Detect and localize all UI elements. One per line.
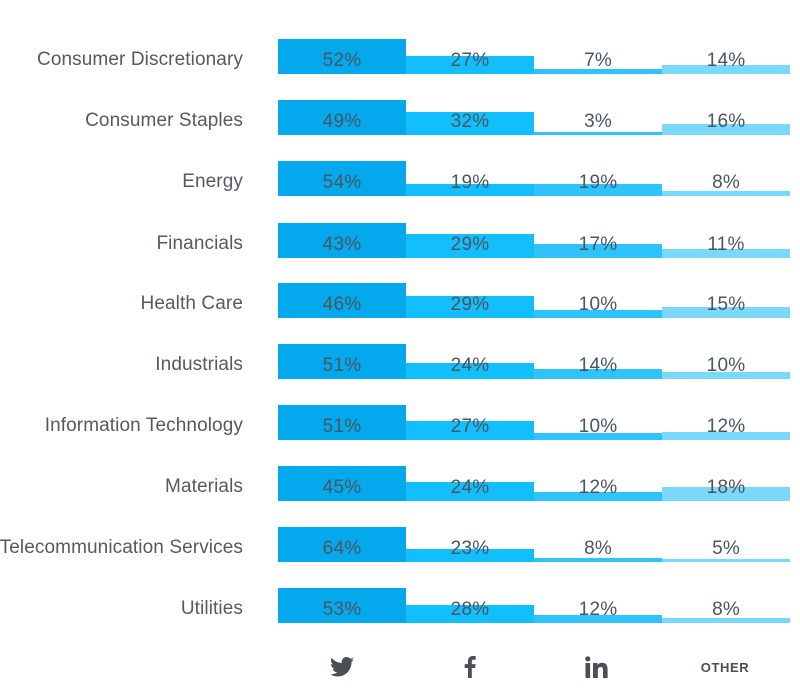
value-label-twitter-industrials: 51% <box>322 355 362 376</box>
value-label-twitter-financials: 43% <box>322 234 362 255</box>
value-label-other-health-care: 15% <box>706 294 746 315</box>
bar-other-information-technology <box>662 432 790 440</box>
bar-linkedin-utilities <box>534 615 662 623</box>
category-label-financials: Financials <box>156 233 243 254</box>
value-label-twitter-consumer-discretionary: 52% <box>322 50 362 71</box>
value-label-other-energy: 8% <box>712 172 740 193</box>
value-label-other-utilities: 8% <box>712 599 740 620</box>
category-label-industrials: Industrials <box>155 354 243 375</box>
value-label-facebook-materials: 24% <box>450 477 490 498</box>
bar-other-utilities <box>662 618 790 623</box>
bar-facebook-consumer-staples <box>406 112 534 135</box>
bar-linkedin-information-technology <box>534 433 662 440</box>
bar-twitter-consumer-staples <box>278 100 406 135</box>
bar-facebook-information-technology <box>406 421 534 440</box>
bar-other-telecommunication-services <box>662 559 790 562</box>
bar-other-materials <box>662 487 790 501</box>
value-label-facebook-telecommunication-services: 23% <box>450 538 490 559</box>
bar-other-consumer-staples <box>662 124 790 135</box>
facebook-icon <box>464 656 476 678</box>
bar-other-consumer-discretionary <box>662 65 790 74</box>
value-label-linkedin-utilities: 12% <box>578 599 618 620</box>
bar-facebook-health-care <box>406 296 534 318</box>
value-label-twitter-consumer-staples: 49% <box>322 111 362 132</box>
category-label-consumer-staples: Consumer Staples <box>85 110 243 131</box>
bar-facebook-materials <box>406 482 534 501</box>
twitter-icon <box>330 657 354 677</box>
bar-linkedin-materials <box>534 492 662 501</box>
bar-facebook-telecommunication-services <box>406 549 534 562</box>
value-label-linkedin-information-technology: 10% <box>578 416 618 437</box>
value-label-facebook-industrials: 24% <box>450 355 490 376</box>
value-label-other-materials: 18% <box>706 477 746 498</box>
value-label-facebook-utilities: 28% <box>450 599 490 620</box>
value-label-facebook-consumer-staples: 32% <box>450 111 490 132</box>
bar-twitter-consumer-discretionary <box>278 39 406 74</box>
bar-facebook-consumer-discretionary <box>406 56 534 74</box>
value-label-other-industrials: 10% <box>706 355 746 376</box>
category-label-information-technology: Information Technology <box>44 415 243 436</box>
value-label-linkedin-consumer-staples: 3% <box>584 111 612 132</box>
value-label-facebook-information-technology: 27% <box>450 416 490 437</box>
category-label-health-care: Health Care <box>140 293 243 314</box>
facebook-column-header <box>406 652 534 682</box>
value-label-twitter-energy: 54% <box>322 172 362 193</box>
bar-linkedin-telecommunication-services <box>534 558 662 562</box>
bar-twitter-information-technology <box>278 405 406 440</box>
value-label-other-financials: 11% <box>707 234 745 255</box>
linkedin-icon <box>585 656 608 678</box>
bar-other-health-care <box>662 307 790 318</box>
other-column-header: OTHER <box>661 652 789 682</box>
bar-facebook-utilities <box>406 605 534 623</box>
bar-twitter-industrials <box>278 344 406 379</box>
linkedin-column-header <box>533 652 661 682</box>
bar-twitter-telecommunication-services <box>278 527 406 562</box>
bar-linkedin-industrials <box>534 369 662 379</box>
category-label-materials: Materials <box>165 476 243 497</box>
bar-twitter-utilities <box>278 588 406 623</box>
value-label-facebook-consumer-discretionary: 27% <box>450 50 490 71</box>
bar-other-financials <box>662 249 790 258</box>
value-label-twitter-utilities: 53% <box>322 599 362 620</box>
value-label-facebook-financials: 29% <box>450 234 490 255</box>
twitter-column-header <box>278 652 406 682</box>
value-label-linkedin-energy: 19% <box>578 172 618 193</box>
value-label-linkedin-consumer-discretionary: 7% <box>584 50 612 71</box>
bar-linkedin-energy <box>534 184 662 196</box>
other-label: OTHER <box>700 659 750 675</box>
value-label-facebook-energy: 19% <box>450 172 490 193</box>
value-label-twitter-telecommunication-services: 64% <box>322 538 362 559</box>
value-label-linkedin-industrials: 14% <box>578 355 618 376</box>
value-label-linkedin-health-care: 10% <box>578 294 618 315</box>
value-label-other-telecommunication-services: 5% <box>712 538 740 559</box>
value-label-twitter-health-care: 46% <box>322 294 362 315</box>
value-label-other-consumer-discretionary: 14% <box>706 50 746 71</box>
value-label-twitter-materials: 45% <box>322 477 362 498</box>
value-label-facebook-health-care: 29% <box>450 294 490 315</box>
value-label-other-consumer-staples: 16% <box>706 111 746 132</box>
category-label-telecommunication-services: Telecommunication Services <box>0 537 243 558</box>
bar-other-energy <box>662 191 790 196</box>
category-label-consumer-discretionary: Consumer Discretionary <box>37 49 243 70</box>
bar-facebook-energy <box>406 184 534 196</box>
bar-linkedin-consumer-staples <box>534 132 662 135</box>
bar-twitter-materials <box>278 466 406 501</box>
bar-twitter-health-care <box>278 283 406 318</box>
value-label-other-information-technology: 12% <box>706 416 746 437</box>
value-label-linkedin-materials: 12% <box>578 477 618 498</box>
category-label-utilities: Utilities <box>180 598 243 619</box>
bar-linkedin-health-care <box>534 310 662 318</box>
bar-facebook-financials <box>406 234 534 258</box>
bar-twitter-financials <box>278 223 406 258</box>
value-label-linkedin-telecommunication-services: 8% <box>584 538 612 559</box>
bar-linkedin-financials <box>534 244 662 258</box>
category-label-energy: Energy <box>182 171 243 192</box>
bar-facebook-industrials <box>406 363 534 379</box>
bar-other-industrials <box>662 372 790 379</box>
value-label-linkedin-financials: 17% <box>578 234 618 255</box>
bar-twitter-energy <box>278 161 406 196</box>
value-label-twitter-information-technology: 51% <box>322 416 362 437</box>
bar-linkedin-consumer-discretionary <box>534 69 662 74</box>
